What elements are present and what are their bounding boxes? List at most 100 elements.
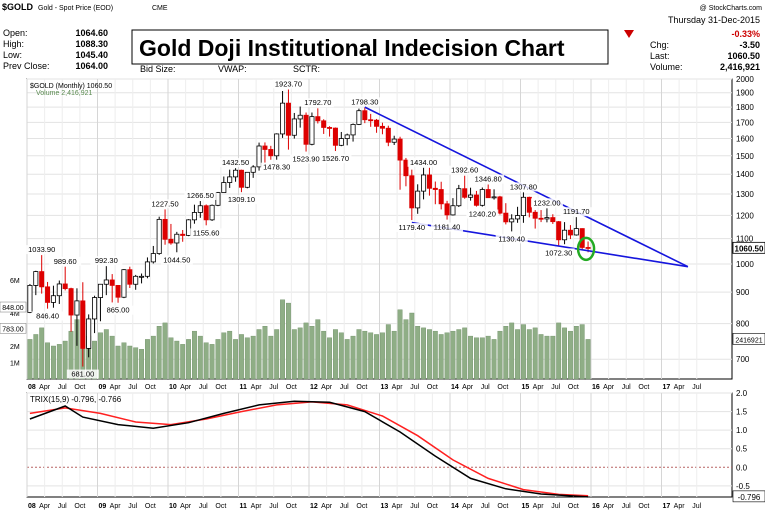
volume-legend: Volume 2,416,921 xyxy=(36,90,93,97)
trix-last-label: -0.796 xyxy=(738,493,761,502)
time-axis-label: 08 xyxy=(28,384,36,391)
volume-bar xyxy=(438,334,444,380)
candle-body xyxy=(56,283,62,297)
annotation-bg xyxy=(301,98,334,108)
candle-body xyxy=(162,218,168,240)
time-axis-label: Apr xyxy=(603,503,615,510)
time-axis-label: Jul xyxy=(128,503,137,510)
candle-body xyxy=(450,205,456,216)
volume-bar xyxy=(338,332,344,380)
last-price-label: 1060.50 xyxy=(735,244,764,253)
candle-body xyxy=(391,138,397,143)
volume-bar xyxy=(497,330,503,380)
quote-value-1: 1088.30 xyxy=(75,39,108,49)
candle-body xyxy=(209,204,215,221)
candle-body xyxy=(515,215,521,220)
volume-bar xyxy=(474,337,479,380)
volume-bar xyxy=(150,335,156,380)
time-axis-label: Apr xyxy=(321,384,333,391)
candle-body xyxy=(180,233,186,236)
time-axis-label: 15 xyxy=(522,384,530,391)
extra-label-2: SCTR: xyxy=(293,64,320,74)
annotation-bg xyxy=(395,222,428,232)
time-axis-label: Jul xyxy=(269,384,278,391)
time-axis-label: Jul xyxy=(622,384,631,391)
time-axis-label: Oct xyxy=(215,503,226,510)
left-value-label: 783.00 xyxy=(2,326,24,333)
quote-right-value-2: 2,416,921 xyxy=(720,62,760,72)
price-annotation: 1227.50 xyxy=(152,199,179,208)
candle-body xyxy=(426,174,432,189)
time-axis-label: Apr xyxy=(674,384,686,391)
time-axis-label: Oct xyxy=(356,503,367,510)
candle-body xyxy=(139,275,145,278)
candle-body xyxy=(315,116,321,122)
volume-tick-label: 1M xyxy=(10,361,20,368)
time-axis-label: Oct xyxy=(356,384,367,391)
candle-body xyxy=(174,233,180,244)
left-value-label: 848.00 xyxy=(2,305,24,312)
price-annotation: 1266.50 xyxy=(187,191,214,200)
annotation-bg xyxy=(49,256,82,266)
annotation-bg xyxy=(260,162,293,172)
volume-bar xyxy=(321,330,327,380)
overlay-title: Gold Doji Institutional Indecision Chart xyxy=(139,35,565,61)
volume-bar xyxy=(244,337,250,380)
candle-body xyxy=(479,189,485,206)
time-axis-label: Oct xyxy=(215,384,226,391)
volume-bar xyxy=(538,334,544,380)
volume-bar xyxy=(456,329,462,380)
price-tick-label: 700 xyxy=(736,355,750,364)
candle-body xyxy=(291,118,297,136)
candle-body xyxy=(338,138,344,146)
candle-body xyxy=(456,188,462,207)
time-axis-label: 17 xyxy=(663,503,671,510)
volume-bar xyxy=(180,344,186,380)
left-value-box xyxy=(0,323,27,334)
candle-body xyxy=(80,300,86,349)
time-axis-label: Apr xyxy=(180,384,192,391)
candle-body xyxy=(221,182,227,193)
time-axis-label: Jul xyxy=(551,384,560,391)
volume-bar xyxy=(368,332,374,380)
symbol-description: Gold - Spot Price (EOD) xyxy=(38,5,113,12)
time-axis-label: 12 xyxy=(310,503,318,510)
volume-bar xyxy=(526,329,532,380)
candle-body xyxy=(109,279,115,286)
candle-body xyxy=(368,119,374,122)
quote-label-1: High: xyxy=(3,39,24,49)
annotation-bg xyxy=(25,245,58,255)
price-annotation: 1130.40 xyxy=(498,234,525,243)
candle-body xyxy=(227,176,233,183)
candle-body xyxy=(432,187,438,190)
time-axis-top: 08 Apr Jul Oct 09 Apr Jul Oct 10 Apr Jul Oct 11 Apr Ju… xyxy=(28,384,702,391)
candle-body xyxy=(268,149,274,157)
volume-bar xyxy=(568,330,573,380)
annotation-bg xyxy=(348,97,381,107)
candle-body xyxy=(309,116,315,145)
candle-body xyxy=(415,190,421,209)
candle-body xyxy=(92,297,98,320)
price-tick-label: 1600 xyxy=(736,135,754,144)
header-quote-right: Chg: -3.50 Last: 1060.50 Volume: 2,416,921 xyxy=(650,40,760,72)
time-axis-label: Apr xyxy=(251,384,263,391)
time-axis-label: Jul xyxy=(269,503,278,510)
left-value-labels: 848.00 783.00 xyxy=(0,301,27,334)
volume-bar xyxy=(327,337,332,380)
time-axis-label: Apr xyxy=(110,503,122,510)
trix-series-trix xyxy=(29,400,589,498)
time-axis-label: Jul xyxy=(199,384,208,391)
candle-body xyxy=(103,279,109,285)
time-axis-label: Oct xyxy=(497,503,508,510)
time-axis-label: Jul xyxy=(128,384,137,391)
time-axis-bottom: 08 Apr Jul Oct 09 Apr Jul Oct 10 Apr Jul Oct 11 Apr Ju… xyxy=(28,503,702,510)
volume-bar xyxy=(579,324,585,380)
volume-bar xyxy=(209,344,215,380)
volume-bar xyxy=(221,332,227,380)
volume-bar xyxy=(45,342,50,380)
annotation-bg xyxy=(472,174,505,184)
trix-tick-label: 2.0 xyxy=(736,389,748,398)
volume-bar xyxy=(39,327,45,380)
price-annotation: 1309.10 xyxy=(228,195,255,204)
candle-body xyxy=(321,120,327,128)
